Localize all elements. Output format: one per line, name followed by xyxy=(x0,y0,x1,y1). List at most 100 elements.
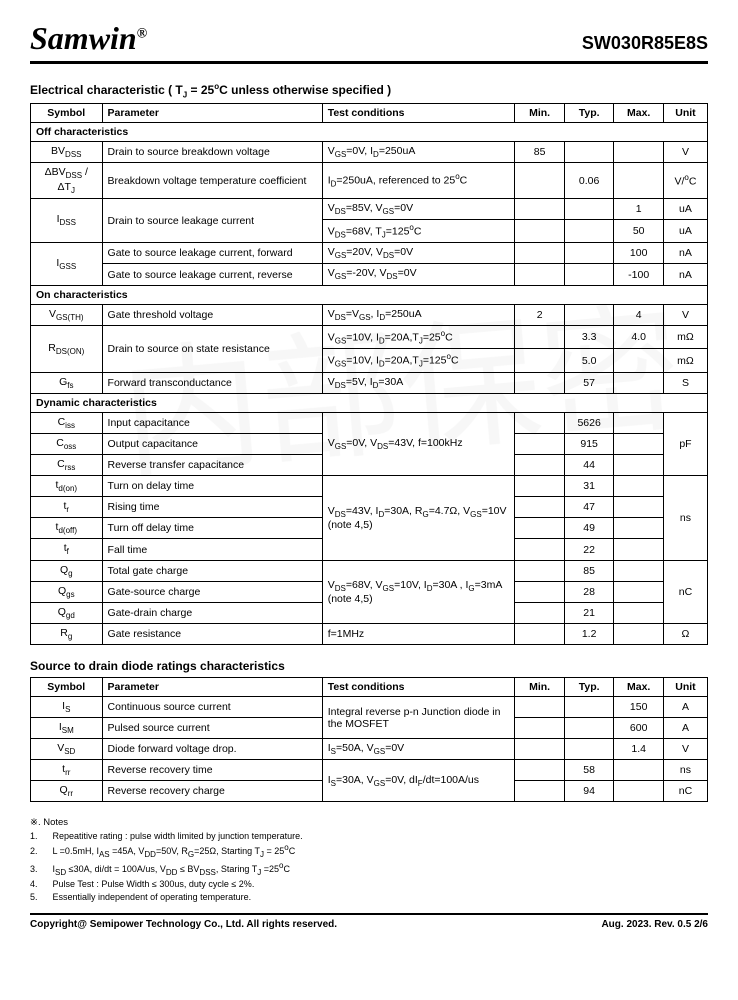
min xyxy=(515,455,565,476)
sym-qrr: Qrr xyxy=(31,781,103,802)
cond: ID=250uA, referenced to 25oC xyxy=(322,163,515,198)
param: Drain to source breakdown voltage xyxy=(102,142,322,163)
unit: S xyxy=(663,372,707,393)
col-conditions: Test conditions xyxy=(322,677,515,696)
cond: VGS=10V, ID=20A,TJ=125oC xyxy=(322,349,515,373)
sym-is: IS xyxy=(31,696,103,717)
min: 2 xyxy=(515,304,565,325)
min xyxy=(515,264,565,285)
note-3: 3. ISD ≤30A, di/dt = 100A/us, VDD ≤ BVDS… xyxy=(30,860,708,878)
param: Continuous source current xyxy=(102,696,322,717)
sym-tr: tr xyxy=(31,497,103,518)
min xyxy=(515,718,565,739)
cond: VGS=10V, ID=20A,TJ=25oC xyxy=(322,325,515,349)
cond: IS=50A, VGS=0V xyxy=(322,739,515,760)
sym-tdoff: td(off) xyxy=(31,518,103,539)
sym-vgsth: VGS(TH) xyxy=(31,304,103,325)
min xyxy=(515,539,565,560)
max: 4.0 xyxy=(614,325,664,349)
max: 4 xyxy=(614,304,664,325)
sym-bvdss: BVDSS xyxy=(31,142,103,163)
off-characteristics-header: Off characteristics xyxy=(31,123,708,142)
unit: V xyxy=(663,142,707,163)
max: 50 xyxy=(614,219,664,243)
cond: f=1MHz xyxy=(322,623,515,644)
dyn-label: Dynamic characteristics xyxy=(31,393,708,412)
col-symbol: Symbol xyxy=(31,677,103,696)
min xyxy=(515,623,565,644)
min xyxy=(515,518,565,539)
param: Input capacitance xyxy=(102,412,322,433)
max xyxy=(614,163,664,198)
typ: 21 xyxy=(564,602,614,623)
unit: A xyxy=(663,718,707,739)
max: -100 xyxy=(614,264,664,285)
col-parameter: Parameter xyxy=(102,677,322,696)
typ: 5626 xyxy=(564,412,614,433)
col-typ: Typ. xyxy=(564,104,614,123)
param: Breakdown voltage temperature coefficien… xyxy=(102,163,322,198)
sym-qgs: Qgs xyxy=(31,581,103,602)
min xyxy=(515,243,565,264)
typ: 94 xyxy=(564,781,614,802)
typ: 31 xyxy=(564,476,614,497)
min xyxy=(515,198,565,219)
typ xyxy=(564,219,614,243)
sym-gfs: Gfs xyxy=(31,372,103,393)
min xyxy=(515,476,565,497)
sym-tdon: td(on) xyxy=(31,476,103,497)
typ: 85 xyxy=(564,560,614,581)
part-number: SW030R85E8S xyxy=(582,33,708,54)
max xyxy=(614,560,664,581)
table-row: Rg Gate resistance f=1MHz 1.2 Ω xyxy=(31,623,708,644)
max xyxy=(614,539,664,560)
typ xyxy=(564,198,614,219)
typ: 44 xyxy=(564,455,614,476)
sym-rg: Rg xyxy=(31,623,103,644)
param: Turn on delay time xyxy=(102,476,322,497)
typ xyxy=(564,142,614,163)
col-parameter: Parameter xyxy=(102,104,322,123)
typ xyxy=(564,304,614,325)
logo: Samwin® xyxy=(30,20,147,57)
cond: VDS=68V, VGS=10V, ID=30A , IG=3mA(note 4… xyxy=(322,560,515,623)
table-row: VSD Diode forward voltage drop. IS=50A, … xyxy=(31,739,708,760)
on-label: On characteristics xyxy=(31,285,708,304)
typ: 49 xyxy=(564,518,614,539)
param: Drain to source on state resistance xyxy=(102,325,322,372)
unit: uA xyxy=(663,198,707,219)
unit: nA xyxy=(663,243,707,264)
cond: VDS=68V, TJ=125oC xyxy=(322,219,515,243)
dynamic-characteristics-header: Dynamic characteristics xyxy=(31,393,708,412)
table-row: IS Continuous source current Integral re… xyxy=(31,696,708,717)
sym-crss: Crss xyxy=(31,455,103,476)
typ xyxy=(564,243,614,264)
typ xyxy=(564,696,614,717)
min xyxy=(515,581,565,602)
max xyxy=(614,412,664,433)
min xyxy=(515,372,565,393)
col-unit: Unit xyxy=(663,677,707,696)
param: Fall time xyxy=(102,539,322,560)
param: Gate to source leakage current, forward xyxy=(102,243,322,264)
sym-dbvdss: ΔBVDSS / ΔTJ xyxy=(31,163,103,198)
table-row: IDSS Drain to source leakage current VDS… xyxy=(31,198,708,219)
unit: nC xyxy=(663,560,707,623)
sym-tf: tf xyxy=(31,539,103,560)
page-footer: Copyright@ Semipower Technology Co., Ltd… xyxy=(30,913,708,930)
table-row: Gate to source leakage current, reverse … xyxy=(31,264,708,285)
param: Rising time xyxy=(102,497,322,518)
cond: VGS=-20V, VDS=0V xyxy=(322,264,515,285)
cond: VGS=0V, VDS=43V, f=100kHz xyxy=(322,412,515,475)
cond: VDS=5V, ID=30A xyxy=(322,372,515,393)
table-row: Gfs Forward transconductance VDS=5V, ID=… xyxy=(31,372,708,393)
min xyxy=(515,325,565,349)
table-row: ΔBVDSS / ΔTJ Breakdown voltage temperatu… xyxy=(31,163,708,198)
max: 1.4 xyxy=(614,739,664,760)
max xyxy=(614,476,664,497)
min xyxy=(515,696,565,717)
typ: 1.2 xyxy=(564,623,614,644)
col-unit: Unit xyxy=(663,104,707,123)
table-header: Symbol Parameter Test conditions Min. Ty… xyxy=(31,677,708,696)
max xyxy=(614,349,664,373)
